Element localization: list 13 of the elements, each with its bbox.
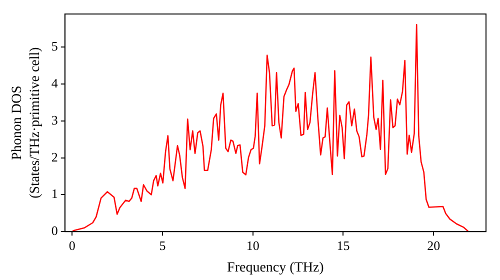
y-tick-label: 0	[51, 223, 58, 238]
y-tick-label: 1	[51, 186, 58, 202]
x-tick-label: 20	[427, 238, 440, 253]
y-tick-label: 5	[51, 38, 58, 54]
x-tick-label: 5	[159, 238, 166, 253]
x-tick-label: 15	[336, 238, 350, 253]
y-tick-label: 2	[51, 149, 58, 164]
x-tick-label: 10	[246, 238, 260, 253]
x-axis-title: Frequency (THz)	[227, 260, 324, 276]
y-tick-label: 4	[51, 75, 58, 90]
y-axis-title: Phonon DOS (States/THz·primitive cell)	[10, 46, 43, 198]
x-tick-label: 0	[68, 238, 76, 253]
y-tick-label: 3	[51, 112, 58, 128]
